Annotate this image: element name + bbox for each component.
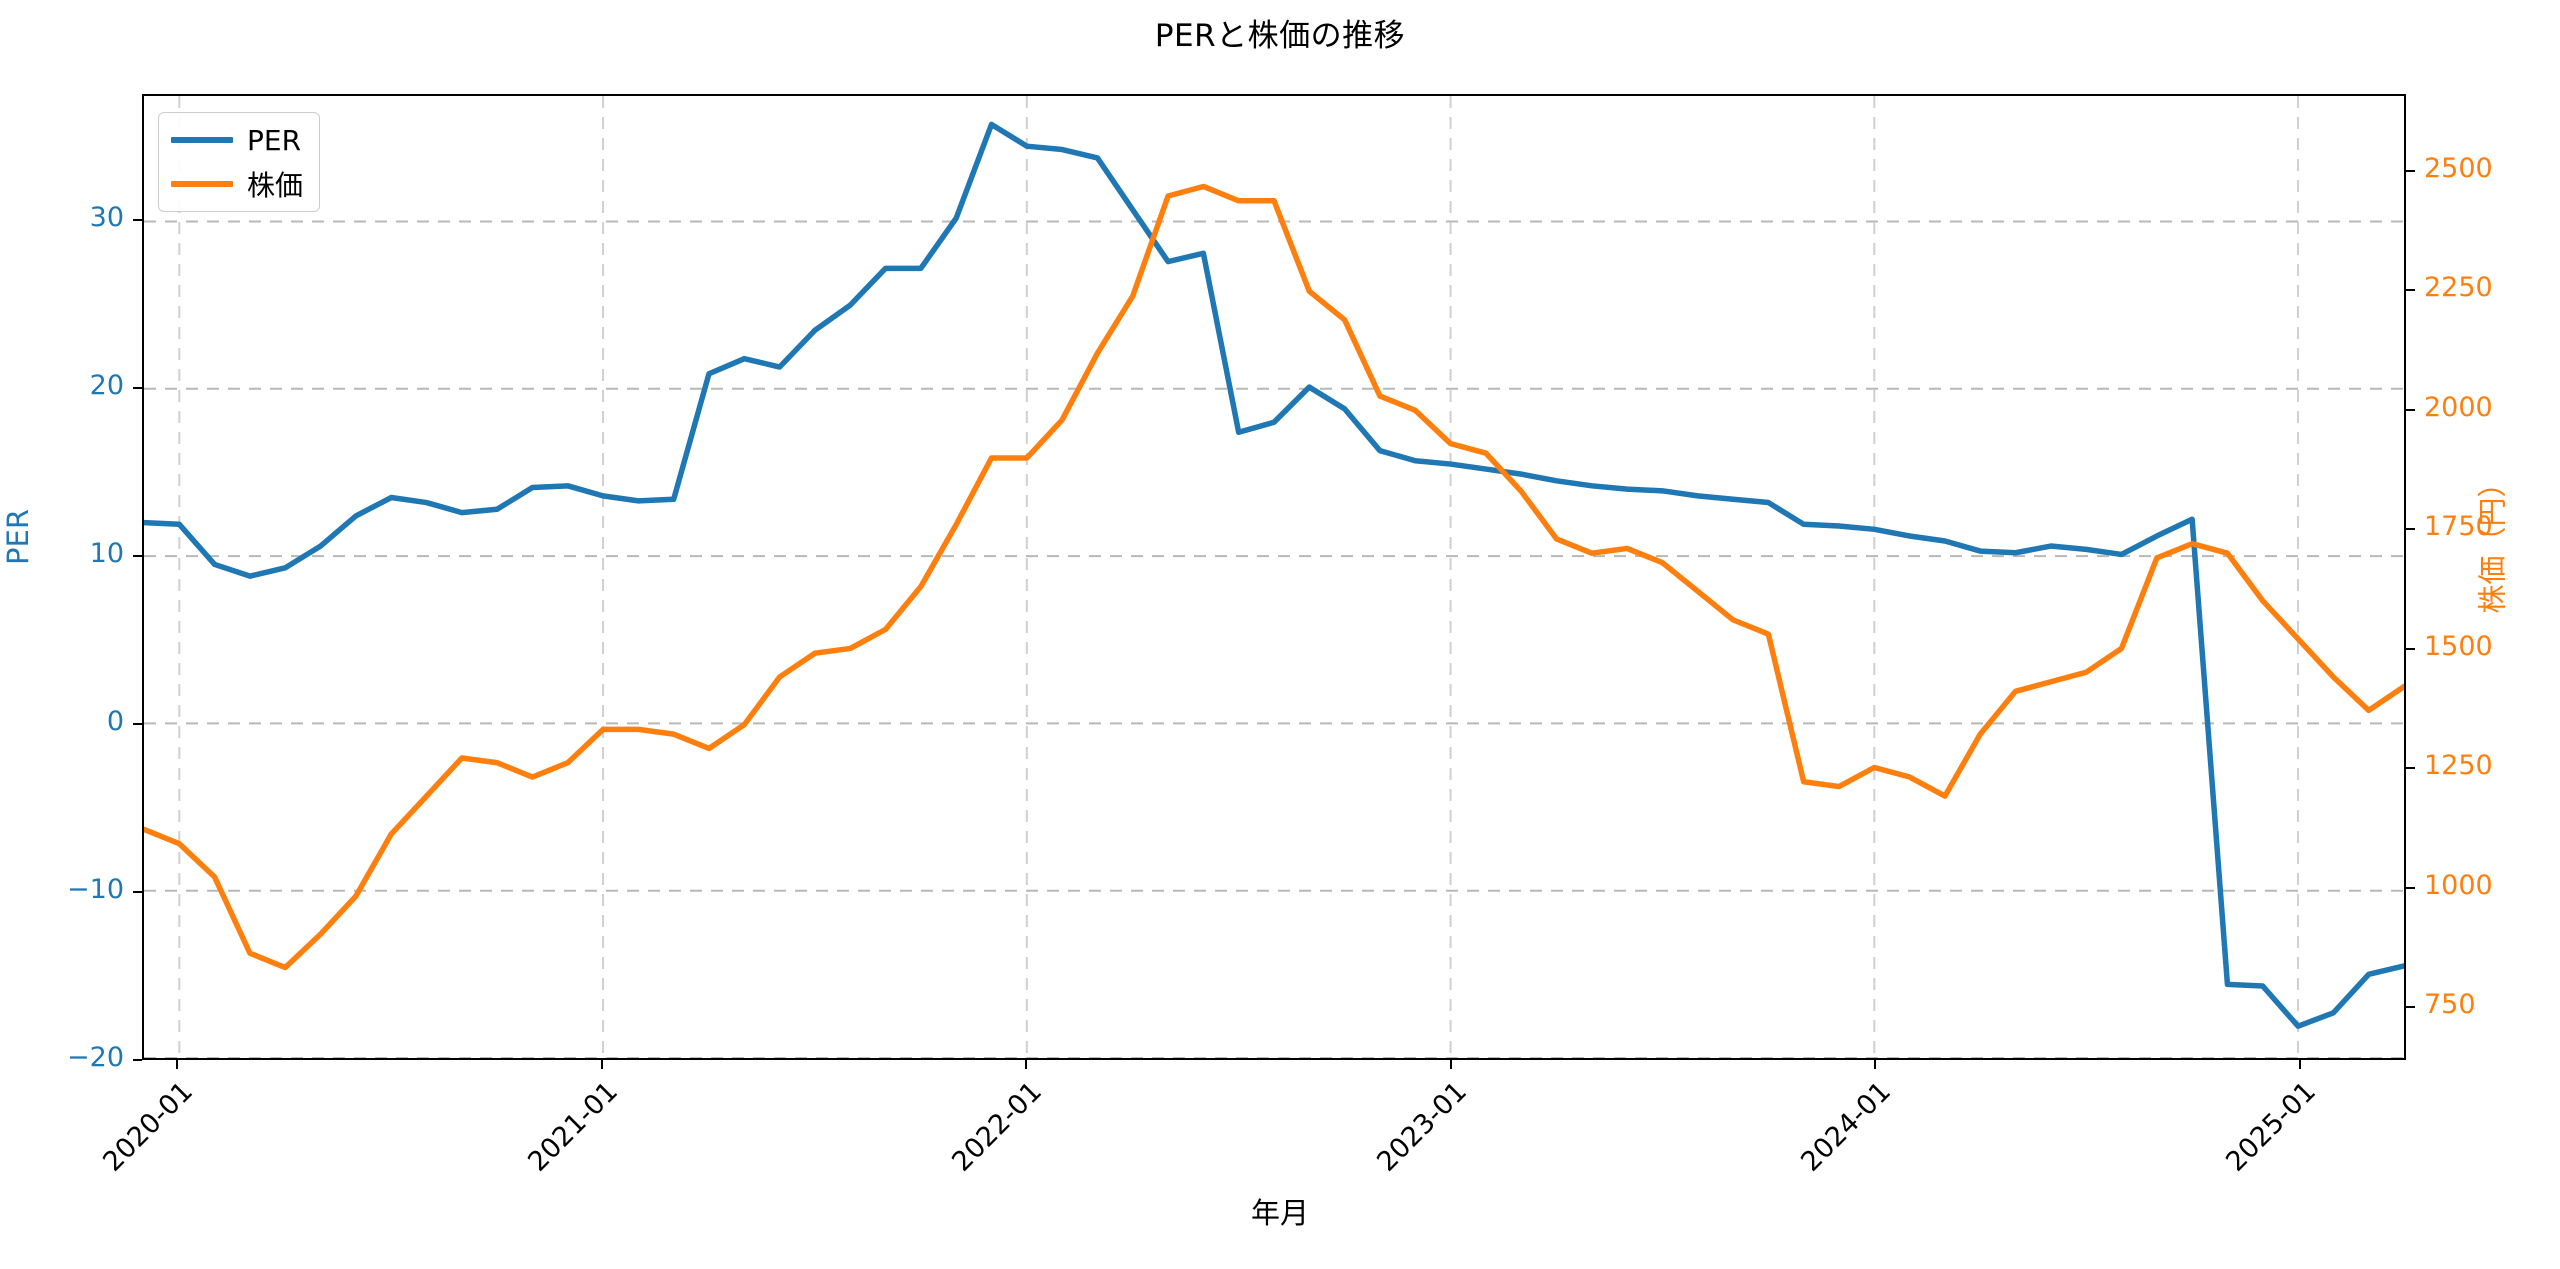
legend-swatch-price (171, 181, 233, 187)
y-tickmark-left (133, 723, 142, 725)
x-tick-2023-01: 2023-01 (1371, 1076, 1473, 1178)
x-tick-2025-01: 2025-01 (2220, 1076, 2322, 1178)
y-tick-right-1500: 1500 (2424, 630, 2493, 662)
legend-label-per: PER (247, 123, 302, 157)
x-tickmark (1025, 1060, 1028, 1069)
chart-title: PERと株価の推移 (1154, 18, 1406, 54)
series-line-per (144, 124, 2404, 1026)
y-tickmark-left (133, 891, 142, 893)
y-tick-left-10: 10 (89, 538, 124, 569)
x-tickmark (1449, 1060, 1452, 1069)
x-tick-2020-01: 2020-01 (97, 1076, 200, 1178)
x-tick-2024-01: 2024-01 (1795, 1076, 1898, 1178)
legend-swatch-per (171, 137, 233, 143)
legend-item-per: PER (171, 123, 303, 157)
y-tickmark-right (2406, 647, 2415, 650)
x-tick-2022-01: 2022-01 (946, 1076, 1049, 1178)
y-tick-left-20: 20 (89, 370, 124, 401)
y-tickmark-left (133, 387, 142, 389)
y-tickmark-left (133, 1059, 142, 1061)
y-tickmark-right (2406, 767, 2415, 770)
y-tickmark-left (133, 555, 142, 557)
x-tickmark (600, 1060, 603, 1069)
y-tick-left--10: −10 (67, 874, 124, 905)
x-tickmark (2298, 1060, 2301, 1069)
y-tick-left-0: 0 (106, 706, 124, 737)
x-tick-2021-01: 2021-01 (522, 1076, 624, 1178)
y-tick-left--20: −20 (67, 1042, 124, 1073)
plot-area (142, 94, 2406, 1060)
y-tick-right-1250: 1250 (2424, 750, 2493, 782)
y-tickmark-right (2406, 528, 2415, 531)
y-tick-right-750: 750 (2424, 989, 2476, 1021)
x-axis-label: 年月 (1250, 1196, 1309, 1230)
legend-label-price: 株価 (247, 169, 304, 202)
y-tickmark-left (133, 219, 142, 221)
y-tick-right-2250: 2250 (2424, 272, 2493, 304)
data-layer (144, 96, 2404, 1058)
y-tick-right-1750: 1750 (2424, 511, 2493, 543)
x-tickmark (176, 1060, 179, 1069)
grid-layer (144, 96, 2404, 1058)
y-tick-left-30: 30 (89, 202, 124, 233)
y-tickmark-right (2406, 169, 2415, 172)
chart-legend: PER 株価 (158, 112, 321, 212)
y-tick-right-2000: 2000 (2424, 391, 2493, 423)
y-tickmark-right (2406, 886, 2415, 889)
y-tickmark-right (2406, 1006, 2415, 1009)
y-tick-right-2500: 2500 (2424, 152, 2493, 184)
y-tickmark-right (2406, 408, 2415, 411)
y-tick-right-1000: 1000 (2424, 869, 2493, 901)
series-line-price (144, 186, 2404, 967)
y-tickmark-right (2406, 289, 2415, 292)
x-tickmark (1874, 1060, 1877, 1069)
legend-item-price: 株価 (171, 167, 304, 202)
